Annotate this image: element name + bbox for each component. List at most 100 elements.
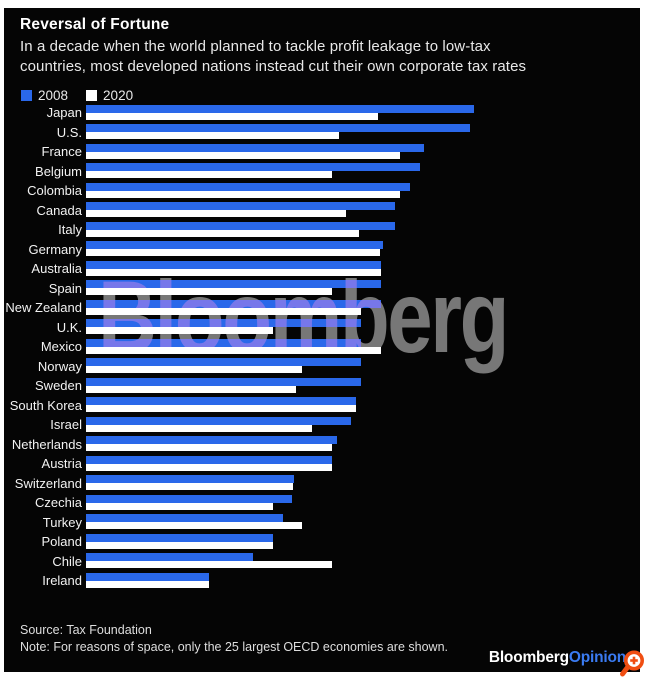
legend-label-2020: 2020 (103, 88, 134, 103)
page-title: Reversal of Fortune (20, 16, 170, 33)
chart-row: Italy (4, 220, 640, 240)
chart-rows: Japan U.S. France Belgium Colombia Canada Ital… (4, 103, 640, 591)
chart-row: New Zealand (4, 298, 640, 318)
chart-row: Mexico (4, 337, 640, 357)
bar-group (86, 396, 640, 416)
country-label: Israel (50, 417, 82, 432)
bar-2020 (86, 190, 401, 198)
chart-row: Ireland (4, 571, 640, 591)
country-label: Norway (37, 358, 82, 374)
chart-subtitle: In a decade when the world planned to ta… (20, 37, 632, 77)
country-label: Poland (41, 534, 82, 549)
bar-group (86, 279, 640, 299)
chart-row: Japan (4, 103, 640, 123)
bar-group (86, 162, 640, 182)
bar-chart: Japan U.S. France Belgium Colombia Canada Ital… (4, 103, 640, 591)
country-label: U.S. (56, 124, 82, 140)
bar-group (86, 240, 640, 260)
bar-2020 (86, 444, 332, 451)
bar-2008 (86, 143, 424, 152)
bar-2020 (86, 463, 332, 471)
bar-2008 (86, 377, 362, 386)
footer-notes: Source: Tax Foundation Note: For reasons… (20, 622, 448, 655)
country-label: France (41, 144, 82, 159)
bar-group (86, 142, 640, 162)
chart-row: France (4, 142, 640, 162)
bar-2020 (86, 112, 378, 120)
country-label: Switzerland (14, 475, 82, 491)
bar-2020 (86, 483, 294, 490)
chart-row: Australia (4, 259, 640, 279)
country-label: South Korea (9, 397, 82, 413)
bar-2008 (86, 241, 383, 249)
bar-group (86, 181, 640, 201)
country-label: Austria (41, 456, 82, 471)
bar-2008 (86, 514, 283, 522)
chart-row: Turkey (4, 513, 640, 533)
zoom-magnifier-icon[interactable] (618, 648, 648, 678)
chart-row: U.S. (4, 123, 640, 143)
bar-group (86, 474, 640, 494)
chart-row: Norway (4, 357, 640, 377)
bar-2008 (86, 202, 395, 210)
country-label: Belgium (35, 163, 82, 179)
legend-swatch-2008-icon (21, 90, 32, 101)
logo-bloomberg-text: Bloomberg (488, 649, 569, 666)
bar-group (86, 318, 640, 338)
bar-2020 (86, 132, 340, 139)
chart-row: Chile (4, 552, 640, 572)
bar-2008 (86, 221, 395, 230)
country-label: Australia (31, 261, 82, 276)
source-note: Source: Tax Foundation (20, 623, 152, 637)
bar-2008 (86, 455, 332, 464)
legend-item-2020: 2020 (86, 88, 133, 103)
bar-2020 (86, 366, 303, 373)
bar-2008 (86, 299, 381, 308)
bar-2020 (86, 229, 360, 237)
bar-2008 (86, 319, 362, 327)
bar-group (86, 220, 640, 240)
bar-2008 (86, 572, 209, 581)
bar-2020 (86, 327, 273, 334)
chart-row: U.K. (4, 318, 640, 338)
bar-2008 (86, 494, 293, 503)
bar-2008 (86, 553, 254, 561)
country-label: Chile (52, 553, 82, 569)
bar-group (86, 298, 640, 318)
chart-legend: 2008 2020 (21, 88, 133, 103)
chart-row: Switzerland (4, 474, 640, 494)
bar-group (86, 376, 640, 396)
bar-2008 (86, 397, 357, 405)
bar-2020 (86, 288, 332, 295)
bar-2008 (86, 358, 362, 366)
bar-group (86, 435, 640, 455)
bar-2008 (86, 104, 475, 113)
subtitle-line-1: In a decade when the world planned to ta… (20, 38, 491, 55)
country-label: Mexico (40, 339, 82, 354)
country-label: Canada (36, 202, 82, 218)
bar-2020 (86, 171, 332, 178)
bloomberg-opinion-logo: BloombergOpinion (489, 649, 626, 667)
legend-label-2008: 2008 (38, 88, 69, 103)
country-label: Czechia (35, 495, 82, 510)
bar-2020 (86, 151, 401, 159)
bar-group (86, 532, 640, 552)
country-label: New Zealand (5, 300, 82, 315)
chart-row: Canada (4, 201, 640, 221)
legend-swatch-2020-icon (86, 90, 98, 101)
bar-2008 (86, 182, 411, 191)
chart-row: Spain (4, 279, 640, 299)
country-label: Japan (46, 105, 82, 120)
bar-group (86, 454, 640, 474)
bar-2008 (86, 163, 421, 171)
bar-2008 (86, 338, 362, 347)
logo-opinion-text: Opinion (568, 649, 626, 666)
chart-panel: Reversal of Fortune In a decade when the… (4, 8, 640, 672)
bar-2020 (86, 502, 273, 510)
bar-2020 (86, 268, 381, 276)
chart-row: Germany (4, 240, 640, 260)
bar-2008 (86, 475, 295, 483)
bar-2020 (86, 541, 273, 549)
bar-2020 (86, 522, 303, 529)
